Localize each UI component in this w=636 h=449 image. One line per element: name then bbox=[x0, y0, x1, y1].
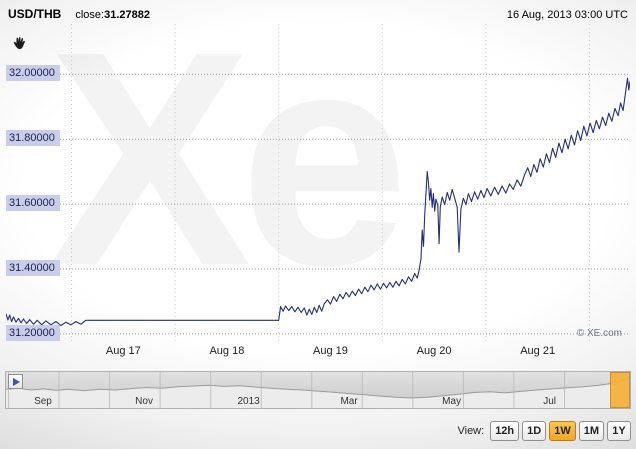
close-label: close: bbox=[75, 9, 105, 21]
view-button-1y[interactable]: 1Y bbox=[607, 420, 631, 441]
chart-header: USD/THB close:31.27882 16 Aug, 2013 03:00… bbox=[8, 5, 628, 21]
main-chart[interactable]: Xe © XE.com 32.00000 31.80000 31.60000 31.4… bbox=[6, 24, 630, 342]
navigator-month-label: Sep bbox=[34, 396, 52, 407]
play-button[interactable] bbox=[8, 374, 23, 389]
x-axis: Aug 17 Aug 18 Aug 19 Aug 20 Aug 21 bbox=[6, 345, 630, 360]
pan-hand-icon bbox=[12, 36, 29, 56]
navigator-month-label: Mar bbox=[340, 396, 358, 407]
xe-copyright: © XE.com bbox=[576, 328, 622, 339]
x-axis-label: Aug 19 bbox=[313, 345, 348, 357]
timeline-navigator[interactable]: Sep Nov 2013 Mar May Jul bbox=[5, 371, 631, 409]
view-label: View: bbox=[457, 424, 485, 437]
view-button-group: 12h 1D 1W 1M 1Y bbox=[490, 420, 631, 441]
chart-timestamp: 16 Aug, 2013 03:00 UTC bbox=[506, 9, 628, 21]
currency-pair: USD/THB bbox=[8, 7, 62, 21]
navigator-area-chart bbox=[6, 372, 630, 408]
y-axis-label: 31.60000 bbox=[6, 195, 60, 212]
view-button-1m[interactable]: 1M bbox=[578, 420, 604, 441]
y-axis-label: 31.20000 bbox=[6, 324, 60, 341]
navigator-month-label: 2013 bbox=[237, 396, 260, 407]
play-icon bbox=[13, 377, 20, 386]
navigator-area bbox=[6, 377, 630, 408]
range-selection-handle[interactable] bbox=[610, 372, 630, 408]
close-value: 31.27882 bbox=[104, 9, 150, 21]
x-axis-label: Aug 18 bbox=[209, 345, 245, 357]
x-axis-label: Aug 20 bbox=[416, 345, 452, 357]
y-axis-label: 32.00000 bbox=[6, 65, 60, 82]
navigator-outline bbox=[6, 377, 630, 399]
header-left: USD/THB close:31.27882 bbox=[8, 5, 150, 23]
xe-watermark: Xe bbox=[48, 24, 409, 329]
navigator-month-label: Nov bbox=[135, 396, 153, 407]
navigator-month-label: Jul bbox=[543, 396, 557, 407]
view-controls: View: 12h 1D 1W 1M 1Y bbox=[457, 420, 631, 441]
y-axis-label: 31.40000 bbox=[6, 259, 60, 276]
navigator-month-label: May bbox=[442, 396, 462, 407]
x-axis-label: Aug 17 bbox=[105, 345, 141, 357]
price-line bbox=[6, 77, 630, 327]
view-button-1d[interactable]: 1D bbox=[522, 420, 547, 441]
view-button-12h[interactable]: 12h bbox=[490, 420, 520, 441]
y-axis-label: 31.80000 bbox=[6, 130, 60, 147]
x-axis-label: Aug 21 bbox=[520, 345, 556, 357]
price-line-chart bbox=[6, 24, 630, 342]
view-button-1w[interactable]: 1W bbox=[549, 420, 576, 441]
